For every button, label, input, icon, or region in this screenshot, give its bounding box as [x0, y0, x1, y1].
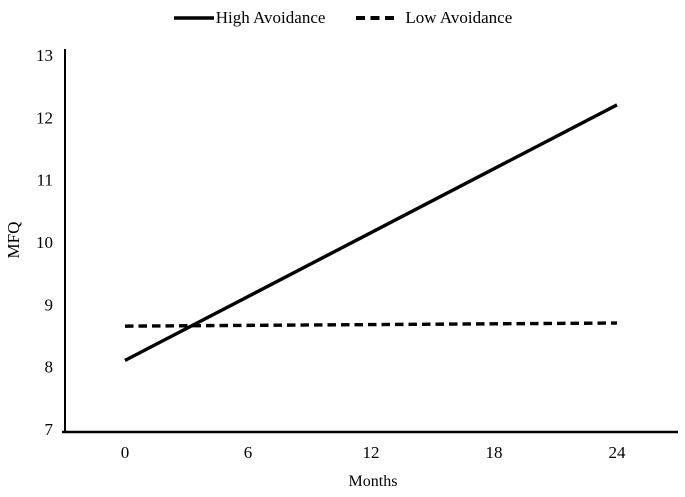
series-line-high-avoidance: [124, 103, 618, 362]
y-tick-label: 10: [36, 233, 53, 252]
x-tick-label: 12: [363, 443, 380, 462]
y-tick-label: 12: [36, 108, 53, 127]
solid-line-swatch-icon: [173, 16, 214, 20]
y-axis-title: MFQ: [4, 222, 23, 259]
x-tick-label: 6: [244, 443, 253, 462]
x-tick-label: 0: [121, 443, 130, 462]
x-tick-label: 24: [609, 443, 627, 462]
x-tick-label: 18: [486, 443, 503, 462]
legend-item-high-avoidance: High Avoidance: [173, 8, 326, 28]
y-tick-label: 13: [36, 46, 53, 65]
y-tick-label: 9: [45, 295, 54, 314]
legend-label-low-avoidance: Low Avoidance: [405, 8, 513, 27]
legend-label-high-avoidance: High Avoidance: [215, 8, 326, 27]
series-line-low-avoidance: [124, 321, 618, 328]
dashed-line-swatch-icon: [356, 16, 397, 20]
chart-legend: High Avoidance Low Avoidance: [0, 8, 685, 28]
y-tick-label: 11: [37, 171, 53, 190]
x-axis-title: Months: [349, 473, 398, 490]
y-tick-label: 8: [45, 358, 54, 377]
legend-item-low-avoidance: Low Avoidance: [355, 8, 512, 28]
y-tick-label: 7: [45, 420, 54, 439]
